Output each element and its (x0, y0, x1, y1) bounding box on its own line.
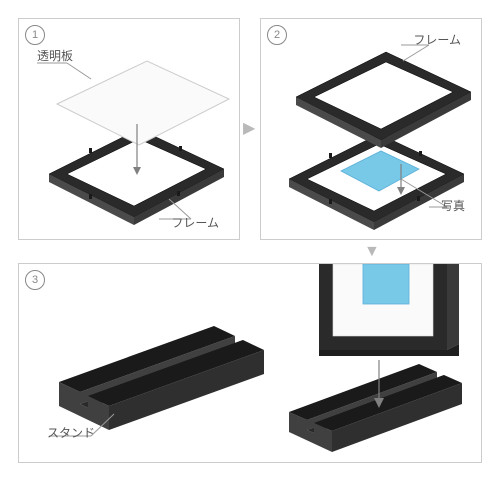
label-frame-2: フレーム (413, 31, 461, 48)
flow-arrow-right: ▶ (243, 118, 255, 138)
panel-step-2: 2 フレーム 写真 (260, 18, 482, 240)
panel-step-1: 1 透明板 フレーム (18, 18, 240, 240)
label-photo: 写真 (441, 197, 465, 214)
label-clear-panel: 透明板 (37, 47, 73, 64)
panel-step-3: 3 (18, 263, 482, 463)
flow-arrow-down: ▼ (364, 243, 380, 261)
assembled-right (289, 264, 462, 452)
stand-left (59, 326, 264, 430)
label-frame-1: フレーム (171, 214, 219, 231)
label-stand: スタンド (47, 424, 95, 441)
